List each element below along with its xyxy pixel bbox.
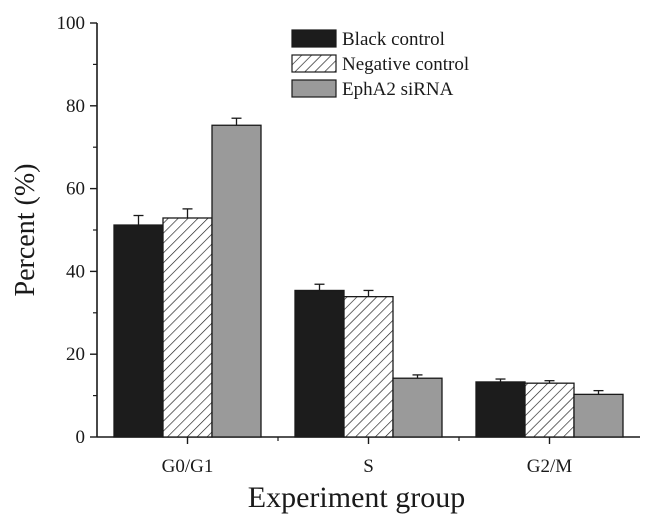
x-tick-label: G0/G1 [162,456,214,477]
x-axis-title: Experiment group [248,481,465,514]
x-tick-label: S [363,456,374,477]
bar-2-0 [211,124,262,438]
legend-swatch-0 [291,29,337,48]
x-tick-label: G2/M [527,456,573,477]
y-axis-title: Percent (%) [10,164,41,297]
legend-label-0: Black control [342,29,445,50]
bar-0-1 [294,289,345,438]
legend-label-2: EphA2 siRNA [342,79,454,100]
bar-2-1 [392,377,443,438]
legend-swatch-2 [291,79,337,98]
bar-1-2 [524,382,575,438]
bar-0-2 [475,381,526,438]
y-tick-label: 40 [66,261,85,282]
bar-0-0 [113,224,164,438]
y-tick-label: 100 [57,13,86,34]
y-tick-label: 60 [66,179,85,200]
y-tick-label: 80 [66,96,85,117]
bar-1-0 [162,217,213,438]
legend-label-1: Negative control [342,54,469,75]
bar-1-1 [343,296,394,438]
y-tick-label: 0 [76,427,86,448]
bar-2-2 [573,393,624,438]
y-tick-label: 20 [66,344,85,365]
legend-swatch-1 [291,54,337,73]
